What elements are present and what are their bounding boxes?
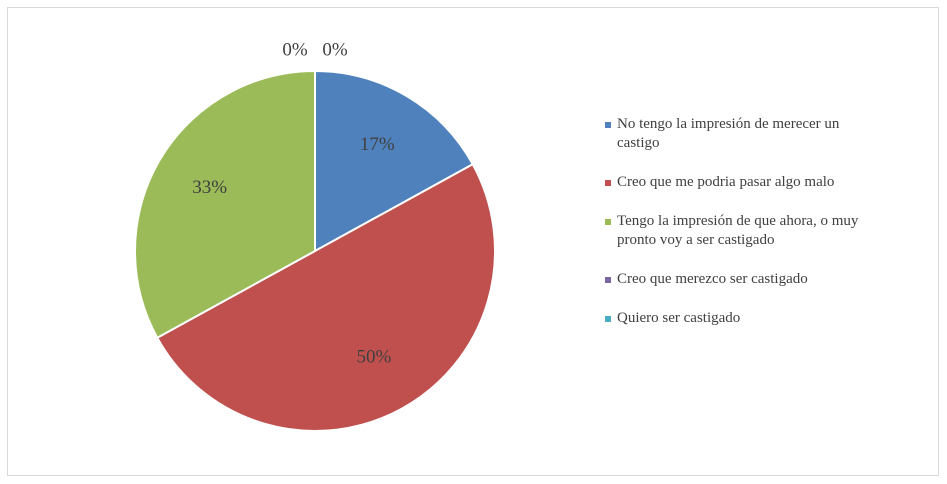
data-label: 50% [357,347,392,368]
legend-swatch [605,219,611,225]
data-label: 33% [192,177,227,198]
legend: No tengo la impresión de merecer un cast… [605,115,865,328]
legend-label: Creo que me podria pasar algo malo [617,174,835,190]
legend-swatch [605,122,611,128]
legend-swatch [605,277,611,283]
legend-item: Tengo la impresión de que ahora, o muy p… [605,212,865,250]
pie-slice [155,162,496,432]
pie-slice [314,69,475,253]
legend-swatch [605,316,611,322]
data-label: 17% [360,134,395,155]
data-label: 0% [322,39,348,60]
legend-label: Creo que merezco ser castigado [617,271,808,287]
legend-item: Quiero ser castigado [605,309,865,328]
legend-label: No tengo la impresión de merecer un cast… [617,116,840,151]
legend-swatch [605,180,611,186]
legend-item: Creo que merezco ser castigado [605,270,865,289]
legend-item: No tengo la impresión de merecer un cast… [605,115,865,153]
pie-slice [134,69,316,340]
legend-item: Creo que me podria pasar algo malo [605,173,865,192]
chart-frame [7,7,939,476]
legend-label: Tengo la impresión de que ahora, o muy p… [617,213,859,248]
legend-label: Quiero ser castigado [617,310,741,326]
data-label: 0% [282,39,308,60]
